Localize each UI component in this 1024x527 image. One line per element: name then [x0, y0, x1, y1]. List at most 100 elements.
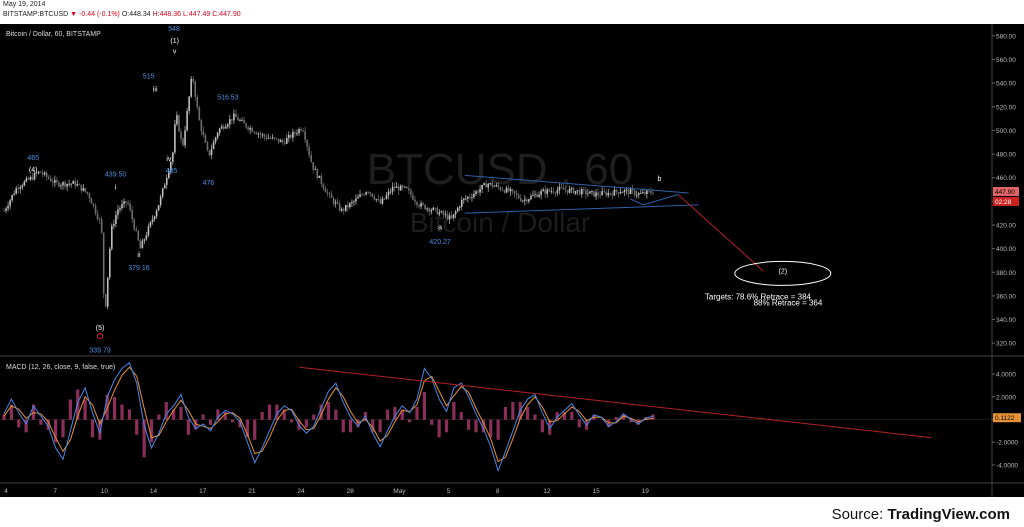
candle-body — [165, 178, 168, 185]
candle-body — [483, 183, 485, 185]
candle-body — [493, 186, 496, 187]
candle-body — [515, 193, 518, 195]
candle-body — [316, 169, 319, 178]
candle-body — [70, 183, 72, 185]
candle-body — [599, 194, 601, 196]
last-price-value: 447.90 — [995, 189, 1015, 196]
candle-body — [27, 178, 30, 180]
candle-body — [328, 193, 331, 194]
macd-histogram-bar — [179, 407, 183, 420]
price-axis-label: 400.00 — [996, 246, 1016, 253]
macd-histogram-bar — [371, 419, 375, 433]
x-axis-label: 17 — [199, 488, 207, 495]
candle-body — [296, 133, 298, 134]
candle-body — [444, 214, 447, 216]
candle-body — [568, 188, 571, 193]
x-axis-label: 21 — [248, 488, 256, 495]
macd-histogram-bar — [459, 412, 463, 420]
candle-body — [401, 185, 404, 188]
candle-body — [495, 185, 498, 187]
candle-body — [357, 196, 359, 199]
candle-body — [74, 181, 77, 186]
macd-histogram-bar — [208, 419, 213, 425]
candle-body — [617, 191, 620, 194]
macd-pane[interactable]: MACD (12, 26, close, 9, false, true) 4.00… — [0, 361, 1021, 473]
macd-histogram-bar — [31, 404, 36, 420]
macd-last-value: 0.1122 — [995, 415, 1015, 422]
candle-body — [29, 176, 32, 180]
candle-body — [426, 208, 428, 210]
candle-body — [279, 140, 282, 143]
open-price: O:448.34 — [121, 11, 151, 18]
candle-body — [326, 192, 329, 194]
candle-body — [251, 127, 254, 132]
candle-body — [54, 180, 56, 183]
candle-body — [25, 178, 28, 182]
candle-body — [206, 142, 209, 151]
triangle-lower-line — [464, 204, 699, 214]
candle-body — [511, 189, 514, 191]
candle-body — [414, 199, 416, 202]
candle-body — [151, 219, 154, 222]
candle-body — [562, 187, 565, 190]
x-axis-label: 12 — [543, 488, 551, 495]
candle-body — [224, 126, 227, 129]
candle-body — [66, 183, 68, 187]
candle-body — [489, 183, 492, 185]
candle-body — [273, 137, 276, 139]
candle-body — [233, 113, 235, 121]
macd-histogram-bar — [548, 419, 552, 435]
candle-body — [271, 137, 274, 139]
candle-body — [58, 182, 60, 187]
candle-body — [82, 188, 85, 191]
candle-body — [135, 229, 138, 231]
candle-body — [446, 214, 449, 220]
candle-body — [538, 194, 540, 198]
candle-body — [585, 189, 587, 195]
candle-body — [72, 181, 74, 184]
macd-axis-label: 4.0000 — [996, 372, 1016, 379]
macd-histogram-bar — [555, 412, 559, 420]
candle-body — [39, 171, 42, 173]
candle-body — [3, 210, 5, 212]
candle-body — [532, 195, 534, 196]
candle-body — [172, 152, 174, 162]
wave-price-label: 439.50 — [105, 171, 127, 178]
candle-body — [200, 120, 203, 131]
candle-body — [430, 210, 433, 212]
candle-body — [505, 187, 508, 193]
candle-body — [182, 138, 184, 146]
symbol-label: BITSTAMP:BTCUSD — [3, 11, 69, 18]
price-axis-label: 580.00 — [996, 33, 1016, 40]
candle-body — [353, 201, 355, 203]
wave-price-label: 339.79 — [89, 348, 111, 355]
candle-body — [222, 126, 225, 129]
candle-body — [462, 198, 465, 200]
candle-body — [108, 248, 111, 278]
candle-body — [399, 185, 402, 191]
candle-body — [448, 215, 451, 220]
macd-histogram-bar — [172, 409, 176, 420]
candle-body — [513, 190, 516, 194]
candle-body — [558, 187, 561, 191]
candle-body — [367, 192, 369, 194]
candle-body — [570, 187, 573, 189]
macd-histogram-bar — [290, 419, 294, 423]
macd-histogram-bar — [194, 419, 198, 430]
candle-body — [60, 185, 62, 187]
candle-body — [111, 226, 113, 249]
macd-histogram-bar — [393, 407, 397, 420]
macd-histogram-bar — [142, 419, 146, 458]
macd-histogram-bar — [39, 419, 43, 425]
candle-body — [125, 201, 127, 203]
wave-price-label: 485 — [166, 168, 178, 175]
candle-body — [487, 184, 490, 188]
candle-body — [119, 208, 121, 210]
chart-background — [0, 24, 1024, 497]
candle-body — [552, 191, 555, 193]
candle-body — [371, 193, 374, 197]
macd-histogram-bar — [430, 419, 434, 425]
candle-body — [572, 187, 575, 194]
